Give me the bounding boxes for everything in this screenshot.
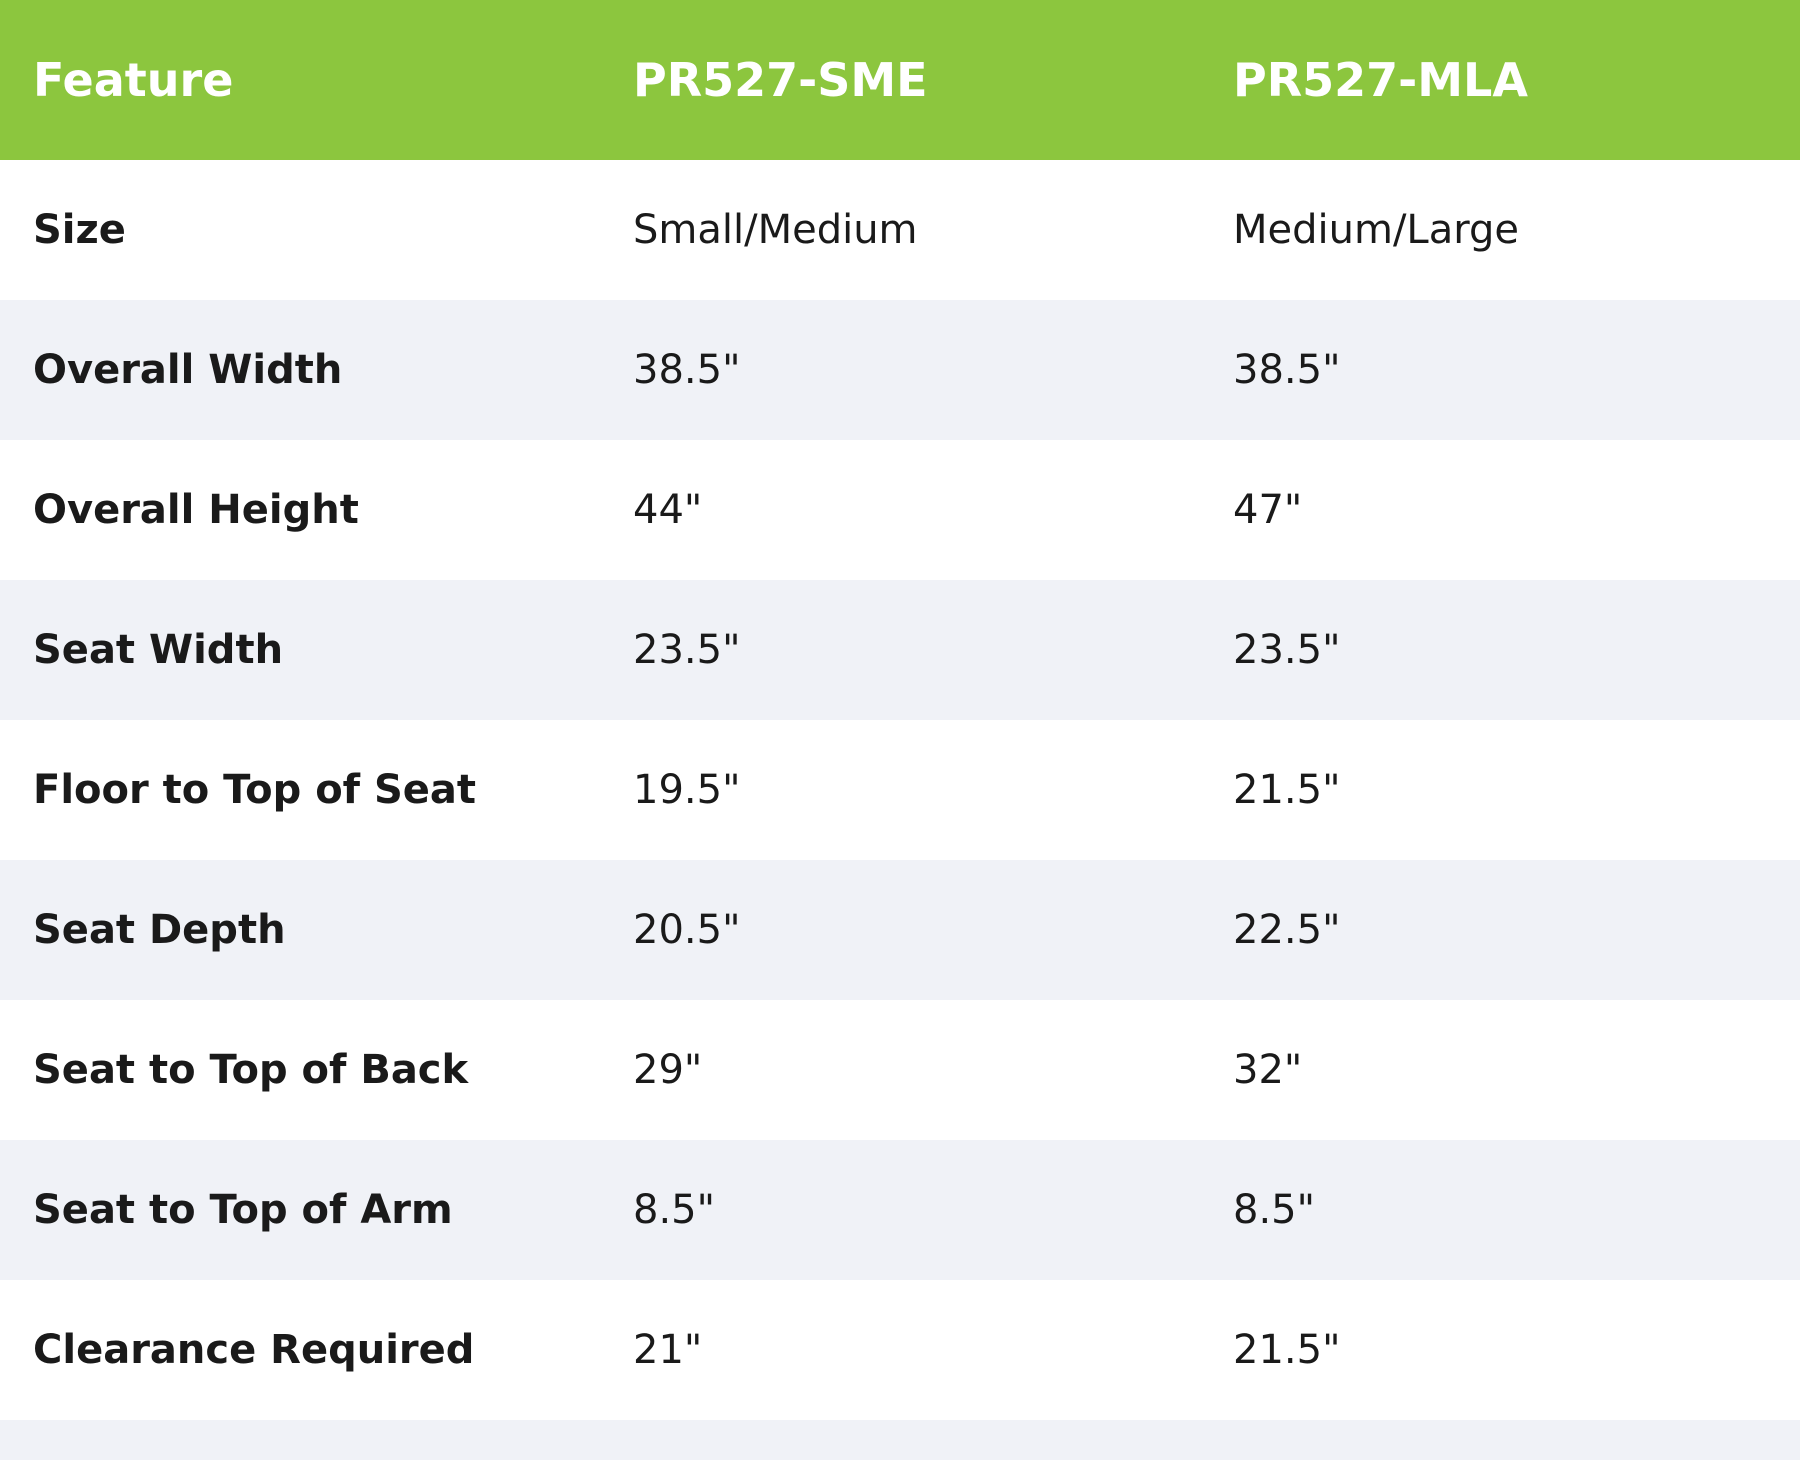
table-row-seat-to-top-of-arm: Seat to Top of Arm 8.5" 8.5" bbox=[0, 1140, 1800, 1280]
value-cell-sme: 20.5" bbox=[633, 907, 741, 953]
feature-cell: Clearance Required bbox=[33, 1327, 475, 1373]
header-row: Feature PR527-SME PR527-MLA bbox=[0, 0, 1800, 160]
table-row-clearance-required: Clearance Required 21" 21.5" bbox=[0, 1280, 1800, 1420]
header-cell-pr527-sme: PR527-SME bbox=[633, 52, 928, 107]
value-cell-mla: Medium/Large bbox=[1233, 207, 1519, 253]
empty-cell bbox=[0, 1420, 600, 1460]
table-header: Feature PR527-SME PR527-MLA bbox=[0, 0, 1800, 160]
empty-cell bbox=[600, 1420, 1200, 1460]
empty-cell bbox=[1200, 1420, 1800, 1460]
table-row-partial bbox=[0, 1420, 1800, 1460]
table-row-floor-to-top-of-seat: Floor to Top of Seat 19.5" 21.5" bbox=[0, 720, 1800, 860]
table-row-size: Size Small/Medium Medium/Large bbox=[0, 160, 1800, 300]
feature-cell: Seat to Top of Back bbox=[33, 1047, 469, 1093]
feature-cell: Overall Width bbox=[33, 347, 343, 393]
value-cell-mla: 23.5" bbox=[1233, 627, 1341, 673]
value-cell-sme: 21" bbox=[633, 1327, 703, 1373]
value-cell-mla: 8.5" bbox=[1233, 1187, 1316, 1233]
table-row-seat-width: Seat Width 23.5" 23.5" bbox=[0, 580, 1800, 720]
value-cell-mla: 38.5" bbox=[1233, 347, 1341, 393]
table-row-seat-depth: Seat Depth 20.5" 22.5" bbox=[0, 860, 1800, 1000]
value-cell-sme: 19.5" bbox=[633, 767, 741, 813]
table-body: Size Small/Medium Medium/Large Overall W… bbox=[0, 160, 1800, 1460]
value-cell-mla: 32" bbox=[1233, 1047, 1303, 1093]
feature-cell: Overall Height bbox=[33, 487, 359, 533]
feature-cell: Seat to Top of Arm bbox=[33, 1187, 453, 1233]
value-cell-mla: 21.5" bbox=[1233, 1327, 1341, 1373]
value-cell-sme: 38.5" bbox=[633, 347, 741, 393]
value-cell-sme: 23.5" bbox=[633, 627, 741, 673]
value-cell-sme: Small/Medium bbox=[633, 207, 918, 253]
value-cell-mla: 47" bbox=[1233, 487, 1303, 533]
feature-cell: Size bbox=[33, 207, 126, 253]
feature-cell: Floor to Top of Seat bbox=[33, 767, 477, 813]
value-cell-mla: 22.5" bbox=[1233, 907, 1341, 953]
value-cell-sme: 29" bbox=[633, 1047, 703, 1093]
feature-cell: Seat Width bbox=[33, 627, 284, 673]
table-row-seat-to-top-of-back: Seat to Top of Back 29" 32" bbox=[0, 1000, 1800, 1140]
table-row-overall-width: Overall Width 38.5" 38.5" bbox=[0, 300, 1800, 440]
value-cell-sme: 8.5" bbox=[633, 1187, 716, 1233]
feature-cell: Seat Depth bbox=[33, 907, 286, 953]
table-row-overall-height: Overall Height 44" 47" bbox=[0, 440, 1800, 580]
header-cell-feature: Feature bbox=[33, 52, 234, 107]
header-cell-pr527-mla: PR527-MLA bbox=[1233, 52, 1528, 107]
value-cell-mla: 21.5" bbox=[1233, 767, 1341, 813]
value-cell-sme: 44" bbox=[633, 487, 703, 533]
